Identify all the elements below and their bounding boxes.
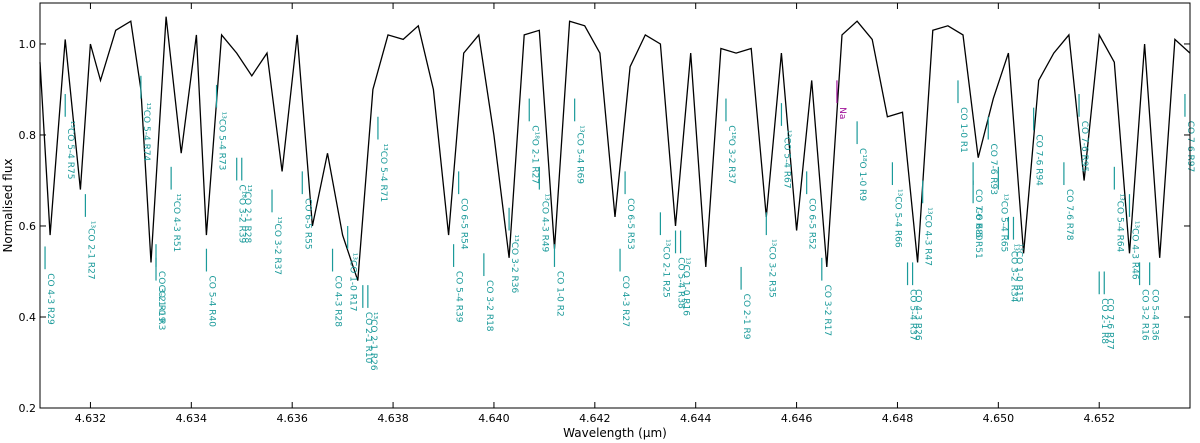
line-label: CO 2-1 R9 xyxy=(741,294,751,340)
line-label: ¹³CO 4-3 R49 xyxy=(539,194,549,253)
x-tick-label: 4.652 xyxy=(1083,412,1115,425)
y-tick-label: 0.6 xyxy=(19,220,37,233)
line-label: CO 6-5 R51 xyxy=(973,207,983,259)
line-label: CO 5-4 R36 xyxy=(1150,289,1160,341)
plot-frame xyxy=(39,2,1191,409)
line-label: ¹³CO 1-0 R16 xyxy=(681,257,691,316)
line-label: ¹³CO 5-4 R65 xyxy=(998,194,1008,253)
line-label: CO 5-4 R37 xyxy=(908,289,918,341)
line-label: CO 7-6 R80 xyxy=(973,189,983,241)
line-label: CO 3-2 R18 xyxy=(484,280,494,332)
x-tick-label: 4.634 xyxy=(176,412,208,425)
x-tick-label: 4.642 xyxy=(579,412,611,425)
x-tick-label: 4.646 xyxy=(781,412,813,425)
line-label: CO 2-1 R8 xyxy=(1099,298,1109,344)
line-label: CO 1-0 R1 xyxy=(958,107,968,153)
line-label: ¹³CO 2-1 R26 xyxy=(368,312,378,371)
line-label: CO 5-4 R40 xyxy=(206,275,216,327)
line-label: C¹⁸O 3-2 R39 xyxy=(237,184,247,243)
line-label: ¹³CO 2-1 R25 xyxy=(660,239,670,298)
line-label: CO 6-5 R54 xyxy=(459,198,469,250)
line-label: ¹³CO 3-2 R34 xyxy=(1008,244,1018,303)
y-axis-label: Normalised flux xyxy=(1,158,15,252)
y-tick-label: 1.0 xyxy=(19,38,37,51)
line-label: CO 6-5 R53 xyxy=(625,198,635,250)
axes: 4.632 4.634 4.636 4.638 4.640 4.642 4.644 4.646… xyxy=(19,2,1191,425)
line-label: CO 7-6 R78 xyxy=(1064,189,1074,241)
line-label: ¹³CO 5-4 R74 xyxy=(141,103,151,162)
line-label: CO 1-0 R2 xyxy=(554,271,564,317)
line-label: ¹³CO 2-1 R28 xyxy=(242,184,252,243)
line-label: CO 6-5 R52 xyxy=(807,198,817,250)
line-label: Na xyxy=(837,107,847,119)
line-label: CO 7-6 R77 xyxy=(1104,298,1114,350)
plot-area xyxy=(39,16,1191,281)
line-label: CO 7-6 R93 xyxy=(988,144,998,196)
line-label: ¹³CO 3-2 R35 xyxy=(766,239,776,298)
line-label: CO 2-1 R10 xyxy=(363,312,373,364)
line-identifications: CO 4-3 R29 ¹³CO 5-4 R75 ¹³CO 2-1 R27 ¹³CO 5… xyxy=(44,75,1195,371)
line-label: ¹³CO 4-3 R51 xyxy=(171,194,181,253)
x-tick-label: 4.638 xyxy=(377,412,409,425)
line-label: CO 7-6 R95 xyxy=(1079,121,1089,172)
line-label: CO 4-3 R28 xyxy=(333,275,343,327)
line-label: CO 5-4 R38 xyxy=(676,257,686,309)
line-label: ¹³CO 5-4 R71 xyxy=(378,144,388,203)
x-tick-label: 4.644 xyxy=(680,412,712,425)
line-label: CO 3-2 R19 xyxy=(156,271,166,323)
line-label: ¹³CO 2-1 R27 xyxy=(85,221,95,280)
y-tick-label: 0.4 xyxy=(19,311,37,324)
line-label: CO 4-3 R27 xyxy=(620,275,630,327)
y-tick-label: 0.2 xyxy=(19,402,37,415)
line-label: ¹³CO 5-4 R73 xyxy=(217,112,227,171)
line-label: C¹⁸O 1-0 R9 xyxy=(857,148,867,201)
line-label: CO 4-3 R29 xyxy=(45,273,55,325)
line-label: CO 3-2 R16 xyxy=(1140,289,1150,341)
x-tick-label: 4.648 xyxy=(882,412,914,425)
line-label: CO 7-6 R94 xyxy=(1034,134,1044,186)
line-label: ¹³CO 3-2 R37 xyxy=(272,216,282,275)
spectrum-line xyxy=(39,16,1191,281)
line-label: ¹³CO 5-4 R66 xyxy=(892,189,902,248)
line-label: C¹⁸O 2-1 R27 xyxy=(529,125,539,184)
line-label: ¹³CO 1-0 R15 xyxy=(1013,244,1023,303)
x-axis-label: Wavelength (μm) xyxy=(563,426,667,440)
line-label: CO 6-5 R55 xyxy=(302,198,312,250)
line-label: CO 3-2 R17 xyxy=(822,285,832,337)
line-label: ¹³CO 4-3 R47 xyxy=(923,207,933,266)
line-label: ¹³CO 5-4 R75 xyxy=(65,121,75,180)
line-label: ¹³CO 4-3 R46 xyxy=(1129,221,1139,280)
line-label: CO 5-4 R39 xyxy=(454,271,464,323)
line-label: ¹³CO 5-4 R64 xyxy=(1114,194,1124,253)
x-tick-label: 4.636 xyxy=(276,412,308,425)
line-label: ¹³CO 5-4 R67 xyxy=(781,130,791,189)
line-label: CO 1-0 R3 xyxy=(156,285,166,331)
x-tick-label: 4.632 xyxy=(75,412,107,425)
line-label: ¹³CO 5-4 R69 xyxy=(575,125,585,184)
line-label: ¹³CO 3-2 R36 xyxy=(509,235,519,294)
line-label: CO 4-3 R26 xyxy=(913,289,923,341)
line-label: ¹³CO 1-0 R17 xyxy=(348,253,358,312)
line-label: C¹⁸O 3-2 R37 xyxy=(726,125,736,184)
x-tick-label: 4.650 xyxy=(983,412,1015,425)
y-tick-label: 0.8 xyxy=(19,129,37,142)
x-tick-label: 4.640 xyxy=(478,412,510,425)
